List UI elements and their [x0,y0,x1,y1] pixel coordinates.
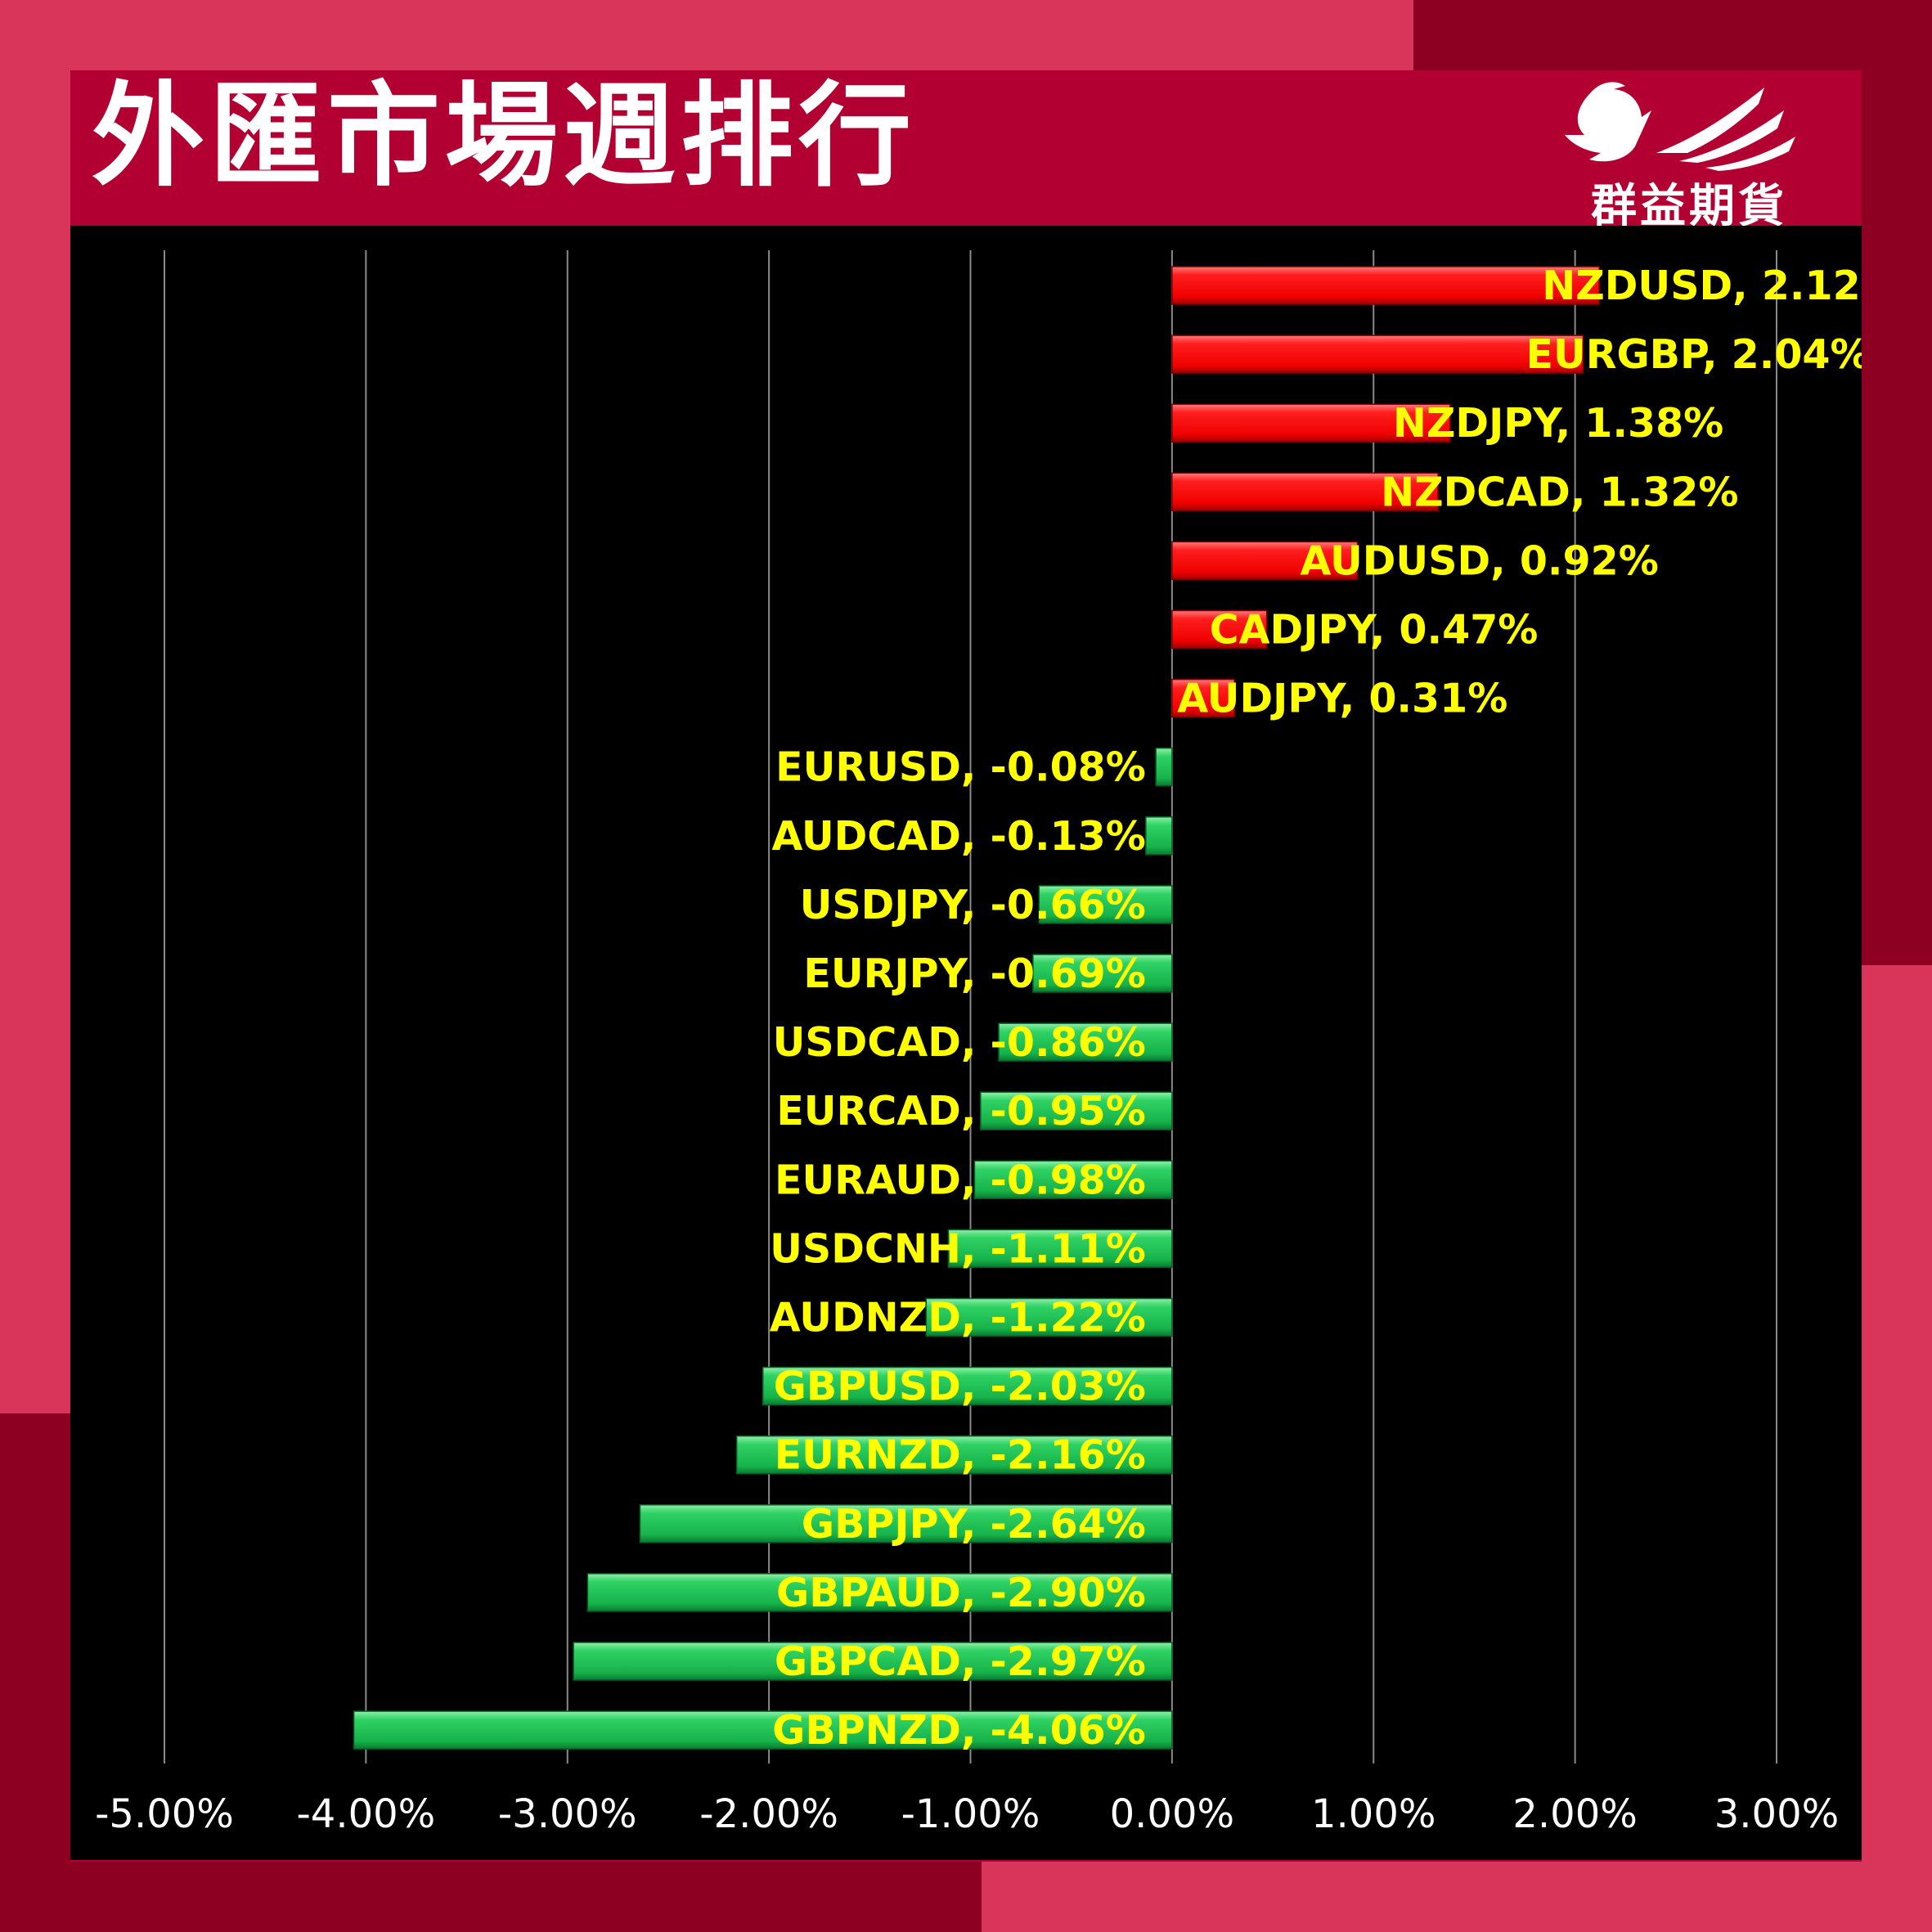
data-label-eurjpy: EURJPY, -0.69% [803,950,1146,997]
bar-euraud [973,1160,1173,1200]
data-label-eurgbp: EURGBP, 2.04% [1525,331,1862,378]
bird-logo-icon [1565,82,1795,171]
bar-gbpaud [586,1573,1173,1612]
brand-name: 群益期貨 [1591,179,1787,233]
data-label-gbpjpy: GBPJPY, -2.64% [802,1501,1146,1548]
bar-eurgbp [1171,335,1584,374]
data-label-nzdcad: NZDCAD, 1.32% [1381,469,1738,515]
chart-plot: NZDUSD, 2.12% EURGBP, 2.04% NZDJPY, 1.38% N… [95,250,1901,1837]
data-label-usdcad: USDCAD, -0.86% [773,1019,1146,1066]
bar-nzdcad [1171,472,1439,512]
x-tick-label: -5.00% [95,1791,234,1837]
bar-eurjpy [1032,954,1173,993]
x-tick-label: 1.00% [1311,1791,1436,1837]
x-tick-label: -3.00% [498,1791,637,1837]
bar-gbpusd [762,1366,1173,1406]
data-label-audjpy: AUDJPY, 0.31% [1177,676,1507,722]
data-label-eurcad: EURCAD, -0.95% [776,1088,1146,1134]
x-tick-label: -4.00% [296,1791,435,1837]
bar-audjpy [1171,678,1236,718]
bar-cadjpy [1171,609,1268,649]
bar-eurnzd [735,1435,1173,1475]
bar-gbpcad [573,1642,1173,1681]
data-label-cadjpy: CADJPY, 0.47% [1210,607,1539,654]
bar-eurcad [980,1091,1173,1130]
x-tick-label: 2.00% [1512,1791,1637,1837]
page-title: 外匯市場週排行 [92,70,917,202]
data-label-audnzd: AUDNZD, -1.22% [770,1295,1146,1341]
data-label-euraud: EURAUD, -0.98% [775,1157,1146,1203]
bar-usdjpy [1038,885,1173,924]
data-label-gbpnzd: GBPNZD, -4.06% [772,1707,1146,1754]
bar-gbpnzd [353,1710,1173,1750]
data-label-eurnzd: EURNZD, -2.16% [775,1432,1146,1479]
data-label-nzdusd: NZDUSD, 2.12% [1542,263,1862,309]
data-label-gbpusd: GBPUSD, -2.03% [774,1364,1146,1410]
bar-nzdjpy [1171,403,1451,443]
x-tick-label: 0.00% [1110,1791,1234,1837]
data-label-audcad: AUDCAD, -0.13% [771,813,1145,860]
data-label-gbpcad: GBPCAD, -2.97% [775,1638,1146,1685]
brand-logo: 群益期貨 [1550,78,1828,233]
data-label-usdcnh: USDCNH, -1.11% [770,1225,1146,1272]
bar-audcad [1145,816,1173,856]
x-tick-label: 3.00% [1714,1791,1839,1837]
x-tick-label: -1.00% [901,1791,1040,1837]
bar-nzdusd [1171,266,1600,305]
bar-eurusd [1155,747,1173,787]
bar-usdcnh [947,1229,1173,1269]
bar-audusd [1171,541,1359,581]
data-label-audusd: AUDUSD, 0.92% [1301,537,1659,584]
bar-chart: NZDUSD, 2.12% EURGBP, 2.04% NZDJPY, 1.38% N… [70,226,1901,1860]
x-tick-label: -2.00% [699,1791,838,1837]
data-label-nzdjpy: NZDJPY, 1.38% [1393,400,1723,447]
bar-usdcad [998,1022,1173,1062]
bar-gbpjpy [639,1504,1173,1543]
data-label-eurusd: EURUSD, -0.08% [775,744,1146,791]
bar-audnzd [925,1297,1173,1337]
data-label-gbpaud: GBPAUD, -2.90% [776,1570,1146,1616]
data-label-usdjpy: USDJPY, -0.66% [800,882,1146,928]
